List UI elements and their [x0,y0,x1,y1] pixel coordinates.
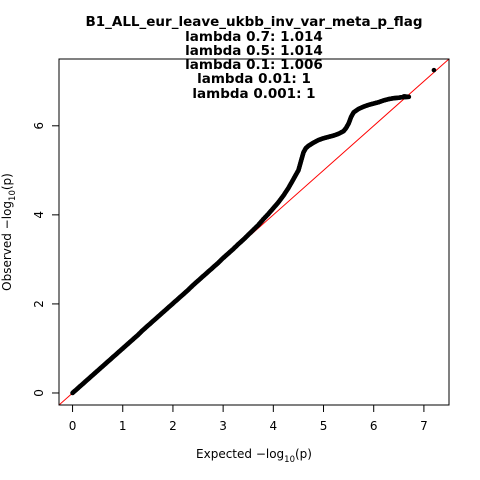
x-tick-label: 1 [119,419,127,433]
x-tick-label: 7 [420,419,428,433]
x-tick-label: 5 [320,419,328,433]
subtitle-line-5: lambda 0.001: 1 [192,86,315,102]
x-tick-label: 6 [370,419,378,433]
points-layer [70,67,437,396]
y-tick-label: 2 [32,300,46,308]
subtitle-line-2: lambda 0.5: 1.014 [185,43,323,59]
y-tick-label: 0 [32,389,46,397]
x-axis-title-prefix: Expected −log [196,447,284,461]
y-tick-label: 4 [32,211,46,219]
subtitle-line-3: lambda 0.1: 1.006 [185,57,323,73]
data-point [431,67,437,73]
y-axis-title: Observed −log10(p) [0,173,18,291]
x-tick-label: 2 [169,419,177,433]
x-tick-label: 4 [270,419,278,433]
y-axis-title-prefix: Observed −log [0,201,14,291]
y-tick-label: 6 [32,122,46,130]
plot-frame [58,58,450,406]
y-axis-title-suffix: (p) [0,173,14,190]
data-point [401,94,407,99]
x-axis-title: Expected −log10(p) [196,447,312,465]
x-tick-label: 0 [69,419,77,433]
chart-title: B1_ALL_eur_leave_ukbb_inv_var_meta_p_fla… [85,14,422,30]
x-axis-title-subscript: 10 [284,455,295,465]
y-axis-title-subscript: 10 [8,190,18,201]
y-axis: 0 2 4 6 [32,122,59,397]
subtitle-line-4: lambda 0.01: 1 [197,71,311,87]
subtitle-line-1: lambda 0.7: 1.014 [185,29,323,45]
x-axis: 0 1 2 3 4 5 6 7 [69,405,428,433]
x-tick-label: 3 [219,419,227,433]
x-axis-title-suffix: (p) [295,447,312,461]
